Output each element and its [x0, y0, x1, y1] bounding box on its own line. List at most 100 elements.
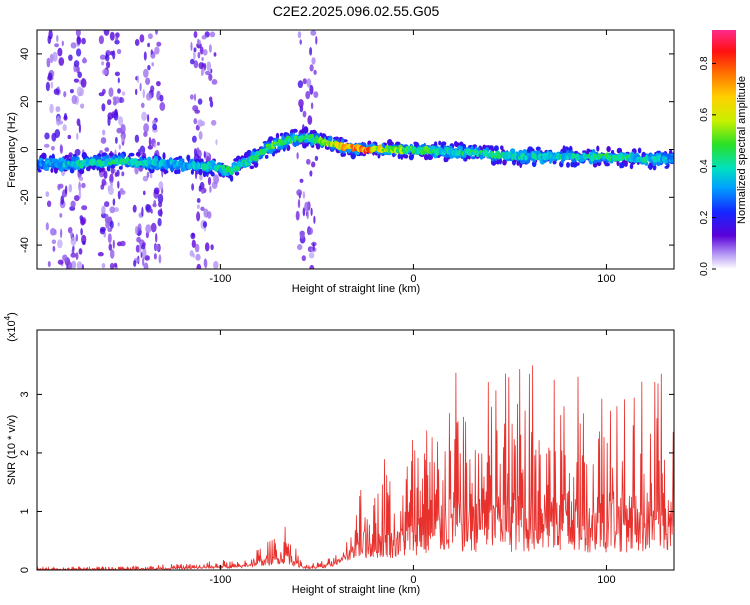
spectrogram-noise-cell [143, 131, 148, 137]
spectrogram-noise-cell [193, 118, 198, 125]
spectrogram-noise-cell [194, 109, 200, 114]
spectrogram-xtick-label: -100 [209, 273, 231, 285]
spectrogram-noise-cell [156, 81, 161, 87]
spectrogram-noise-cell [198, 185, 202, 192]
spectrogram-ridge-cell [671, 158, 674, 164]
spectrogram-noise-cell [213, 174, 220, 185]
spectrogram-ridge-cell [596, 145, 600, 152]
spectrogram-noise-cell [46, 57, 51, 68]
spectrogram-ridge-cell [50, 167, 54, 173]
spectrogram-noise-cell [70, 252, 77, 258]
spectrogram-noise-cell [313, 69, 317, 75]
spectrogram-noise-cell [201, 188, 205, 194]
spectrogram-noise-cell [61, 40, 64, 47]
spectrogram-noise-cell [207, 176, 212, 186]
spectrogram-noise-cell [120, 240, 126, 247]
spectrogram-noise-cell [82, 57, 87, 64]
spectrogram-noise-cell [76, 48, 82, 57]
spectrogram-noise-cell [308, 252, 315, 259]
spectrogram-noise-cell [308, 227, 313, 235]
colorbar-tick-label: 0.4 [699, 159, 710, 173]
spectrogram-noise-cell [76, 261, 83, 269]
spectrogram-noise-cell [54, 129, 61, 138]
spectrogram-noise-cell [114, 39, 120, 45]
spectrogram-noise-cell [201, 57, 204, 61]
colorbar-tick-label: 0.8 [699, 56, 710, 70]
spectrogram-noise-cell [80, 218, 86, 226]
spectrogram-noise-cell [208, 73, 213, 81]
spectrogram-ridge-cell [500, 145, 504, 150]
snr-plot: -100 0 100 0 1 2 3 Height of straight line (km… [3, 312, 675, 596]
spectrogram-noise-cell [193, 93, 197, 102]
spectrogram-noise-cell [160, 207, 163, 218]
spectrogram-noise-cell [193, 60, 199, 69]
spectrogram-noise-cell [150, 209, 153, 214]
spectrogram-ridge-cell [549, 158, 552, 164]
spectrogram-noise-cell [107, 99, 112, 106]
spectrogram-noise-cell [109, 31, 115, 41]
spectrogram-noise-cell [150, 222, 157, 233]
spectrogram-noise-cell [197, 204, 200, 209]
spectrogram-noise-cell [44, 143, 50, 148]
spectrogram-noise-cell [70, 42, 77, 49]
spectrogram-noise-cell [108, 87, 114, 97]
spectrogram-ridge-cell [135, 151, 141, 157]
spectrogram-noise-cell [309, 170, 313, 177]
spectrogram-noise-cell [59, 144, 64, 154]
spectrogram-noise-cell [133, 260, 137, 267]
spectrogram-noise-cell [211, 79, 218, 85]
spectrogram-noise-cell [132, 204, 137, 213]
spectrogram-noise-cell [204, 242, 210, 252]
spectrogram-noise-cell [194, 243, 200, 253]
spectrogram-noise-cell [110, 181, 113, 188]
spectrogram-noise-cell [296, 189, 303, 197]
spectrogram-ridge-cell [616, 147, 623, 154]
spectrogram-noise-cell [310, 207, 313, 216]
colorbar-label: Normalized spectral amplitude [736, 76, 748, 224]
spectrogram-noise-cell [102, 68, 108, 76]
spectrogram-noise-cell [314, 155, 319, 161]
spectrogram-noise-cell [299, 178, 304, 183]
spectrogram-ridge-cell [619, 162, 625, 169]
spectrogram-ridge-cell [463, 157, 468, 162]
spectrogram-noise-cell [153, 200, 157, 206]
spectrogram-noise-cell [149, 173, 153, 179]
spectrogram-ridge-cell [283, 139, 288, 144]
spectrogram-noise-cell [101, 61, 105, 66]
spectrogram-noise-cell [81, 263, 84, 269]
spectrogram-ridge-cell [249, 165, 255, 170]
spectrogram-ridge-cell [444, 157, 449, 163]
spectrogram-xtick-label: 0 [410, 273, 416, 285]
spectrogram-noise-cell [215, 139, 218, 146]
snr-multiplier: (x104) [3, 312, 18, 342]
spectrogram-noise-cell [143, 190, 146, 196]
spectrogram-noise-cell [154, 243, 160, 252]
snr-ytick-label: 2 [19, 450, 31, 456]
spectrogram-noise-cell [210, 244, 214, 251]
spectrogram-noise-cell [309, 264, 315, 269]
spectrogram-noise-cell [146, 92, 152, 101]
spectrogram-noise-cell [150, 49, 153, 55]
spectrogram-noise-cell [60, 195, 65, 205]
spectrogram-noise-cell [305, 91, 311, 100]
spectrogram-noise-cell [71, 94, 78, 105]
spectrogram-noise-cell [146, 171, 150, 178]
spectrogram-noise-cell [310, 30, 317, 36]
spectrogram-noise-cell [78, 91, 84, 97]
spectrogram-ridge-cell [106, 165, 111, 172]
spectrogram-noise-cell [80, 103, 85, 109]
spectrogram-noise-cell [208, 44, 212, 53]
spectrogram-ridge-cell [403, 154, 409, 159]
spectrogram-noise-cell [151, 62, 154, 67]
spectrogram-ridge-cell [210, 171, 215, 177]
spectrogram-noise-cell [311, 57, 316, 65]
spectrogram-noise-cell [71, 248, 75, 254]
spectrogram-noise-cell [297, 198, 301, 209]
spectrogram-noise-cell [104, 201, 110, 208]
spectrogram-noise-cell [121, 135, 124, 143]
spectrogram-noise-cell [142, 242, 146, 247]
spectrogram-noise-cell [118, 116, 124, 126]
colorbar: 0.0 0.2 0.4 0.6 0.8 Normalized spectral ampl… [699, 30, 748, 276]
